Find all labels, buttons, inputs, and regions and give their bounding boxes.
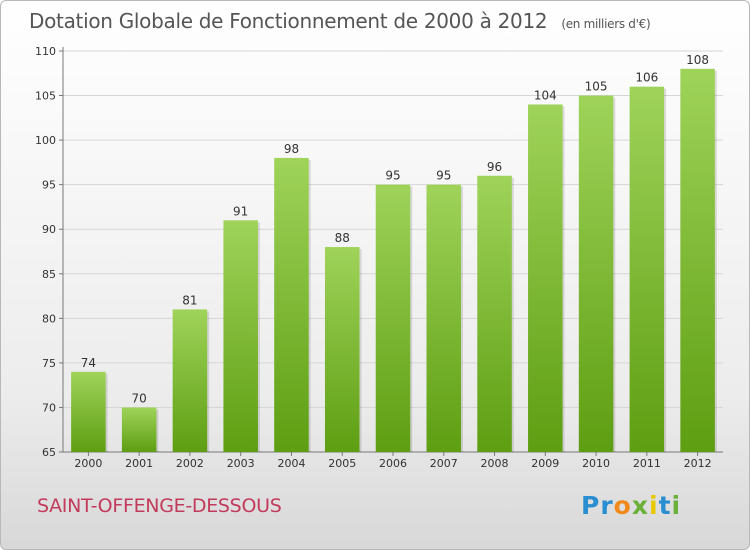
data-label: 96 xyxy=(487,160,502,174)
x-tick-label: 2002 xyxy=(176,457,204,470)
x-tick-label: 2000 xyxy=(74,457,102,470)
x-tick-label: 2007 xyxy=(430,457,458,470)
y-tick-label: 100 xyxy=(35,134,56,147)
data-label: 106 xyxy=(635,71,658,85)
data-labels: 74 70 81 91 98 88 95 95 96 104 105 106 108 xyxy=(81,53,709,406)
logo-letter: r xyxy=(600,491,614,520)
data-label: 88 xyxy=(335,231,350,245)
logo-letter: t xyxy=(658,491,672,520)
y-tick-label: 70 xyxy=(42,401,56,414)
data-label: 70 xyxy=(132,391,147,405)
logo-letter: i xyxy=(671,491,682,520)
data-label: 105 xyxy=(585,80,608,94)
y-tick-label: 105 xyxy=(35,90,56,103)
proxiti-logo: Proxiti xyxy=(581,491,681,520)
bar xyxy=(629,86,665,453)
chart-title-text: Dotation Globale de Fonctionnement de 20… xyxy=(29,9,548,33)
x-tick-label: 2012 xyxy=(684,457,712,470)
axes: 65 70 75 80 85 90 95 100 105 110 2000 2001 2002 2003 2… xyxy=(35,45,723,470)
bar xyxy=(680,68,715,453)
bar xyxy=(477,175,512,452)
y-tick-label: 95 xyxy=(42,179,56,192)
logo-letter: o xyxy=(613,491,632,520)
y-tick-label: 75 xyxy=(42,357,56,370)
data-label: 95 xyxy=(385,169,400,183)
data-label: 95 xyxy=(436,169,451,183)
x-tick-label: 2001 xyxy=(125,457,153,470)
bar xyxy=(223,220,258,452)
bars xyxy=(71,68,717,453)
y-tick-label: 65 xyxy=(42,446,56,459)
logo-letter: P xyxy=(581,491,601,520)
bar xyxy=(375,184,411,452)
bar xyxy=(121,407,157,452)
x-tick-label: 2008 xyxy=(481,457,509,470)
data-label: 91 xyxy=(233,204,248,218)
data-label: 104 xyxy=(534,88,557,102)
x-tick-label: 2003 xyxy=(227,457,255,470)
y-tick-label: 85 xyxy=(42,268,56,281)
x-tick-label: 2009 xyxy=(531,457,559,470)
logo-letter: i xyxy=(649,491,659,520)
y-tick-label: 90 xyxy=(42,223,56,236)
x-tick-label: 2004 xyxy=(277,457,305,470)
commune-name: SAINT-OFFENGE-DESSOUS xyxy=(37,495,282,517)
data-label: 98 xyxy=(284,142,299,156)
bar xyxy=(578,95,614,453)
bar xyxy=(274,157,309,452)
data-label: 81 xyxy=(182,293,197,307)
bar xyxy=(172,309,208,452)
chart-subtitle: (en milliers d'€) xyxy=(561,17,651,31)
y-tick-label: 110 xyxy=(35,45,56,58)
bar xyxy=(324,247,360,452)
bar xyxy=(528,104,563,452)
x-tick-label: 2005 xyxy=(328,457,356,470)
data-label: 108 xyxy=(686,53,709,67)
y-tick-label: 80 xyxy=(42,312,56,325)
x-tick-label: 2011 xyxy=(633,457,661,470)
logo-letter: x xyxy=(631,491,649,520)
bar xyxy=(426,184,462,452)
x-tick-label: 2006 xyxy=(379,457,407,470)
x-tick-label: 2010 xyxy=(582,457,610,470)
bar xyxy=(71,371,106,452)
chart-title: Dotation Globale de Fonctionnement de 20… xyxy=(29,9,651,33)
data-label: 74 xyxy=(81,356,96,370)
